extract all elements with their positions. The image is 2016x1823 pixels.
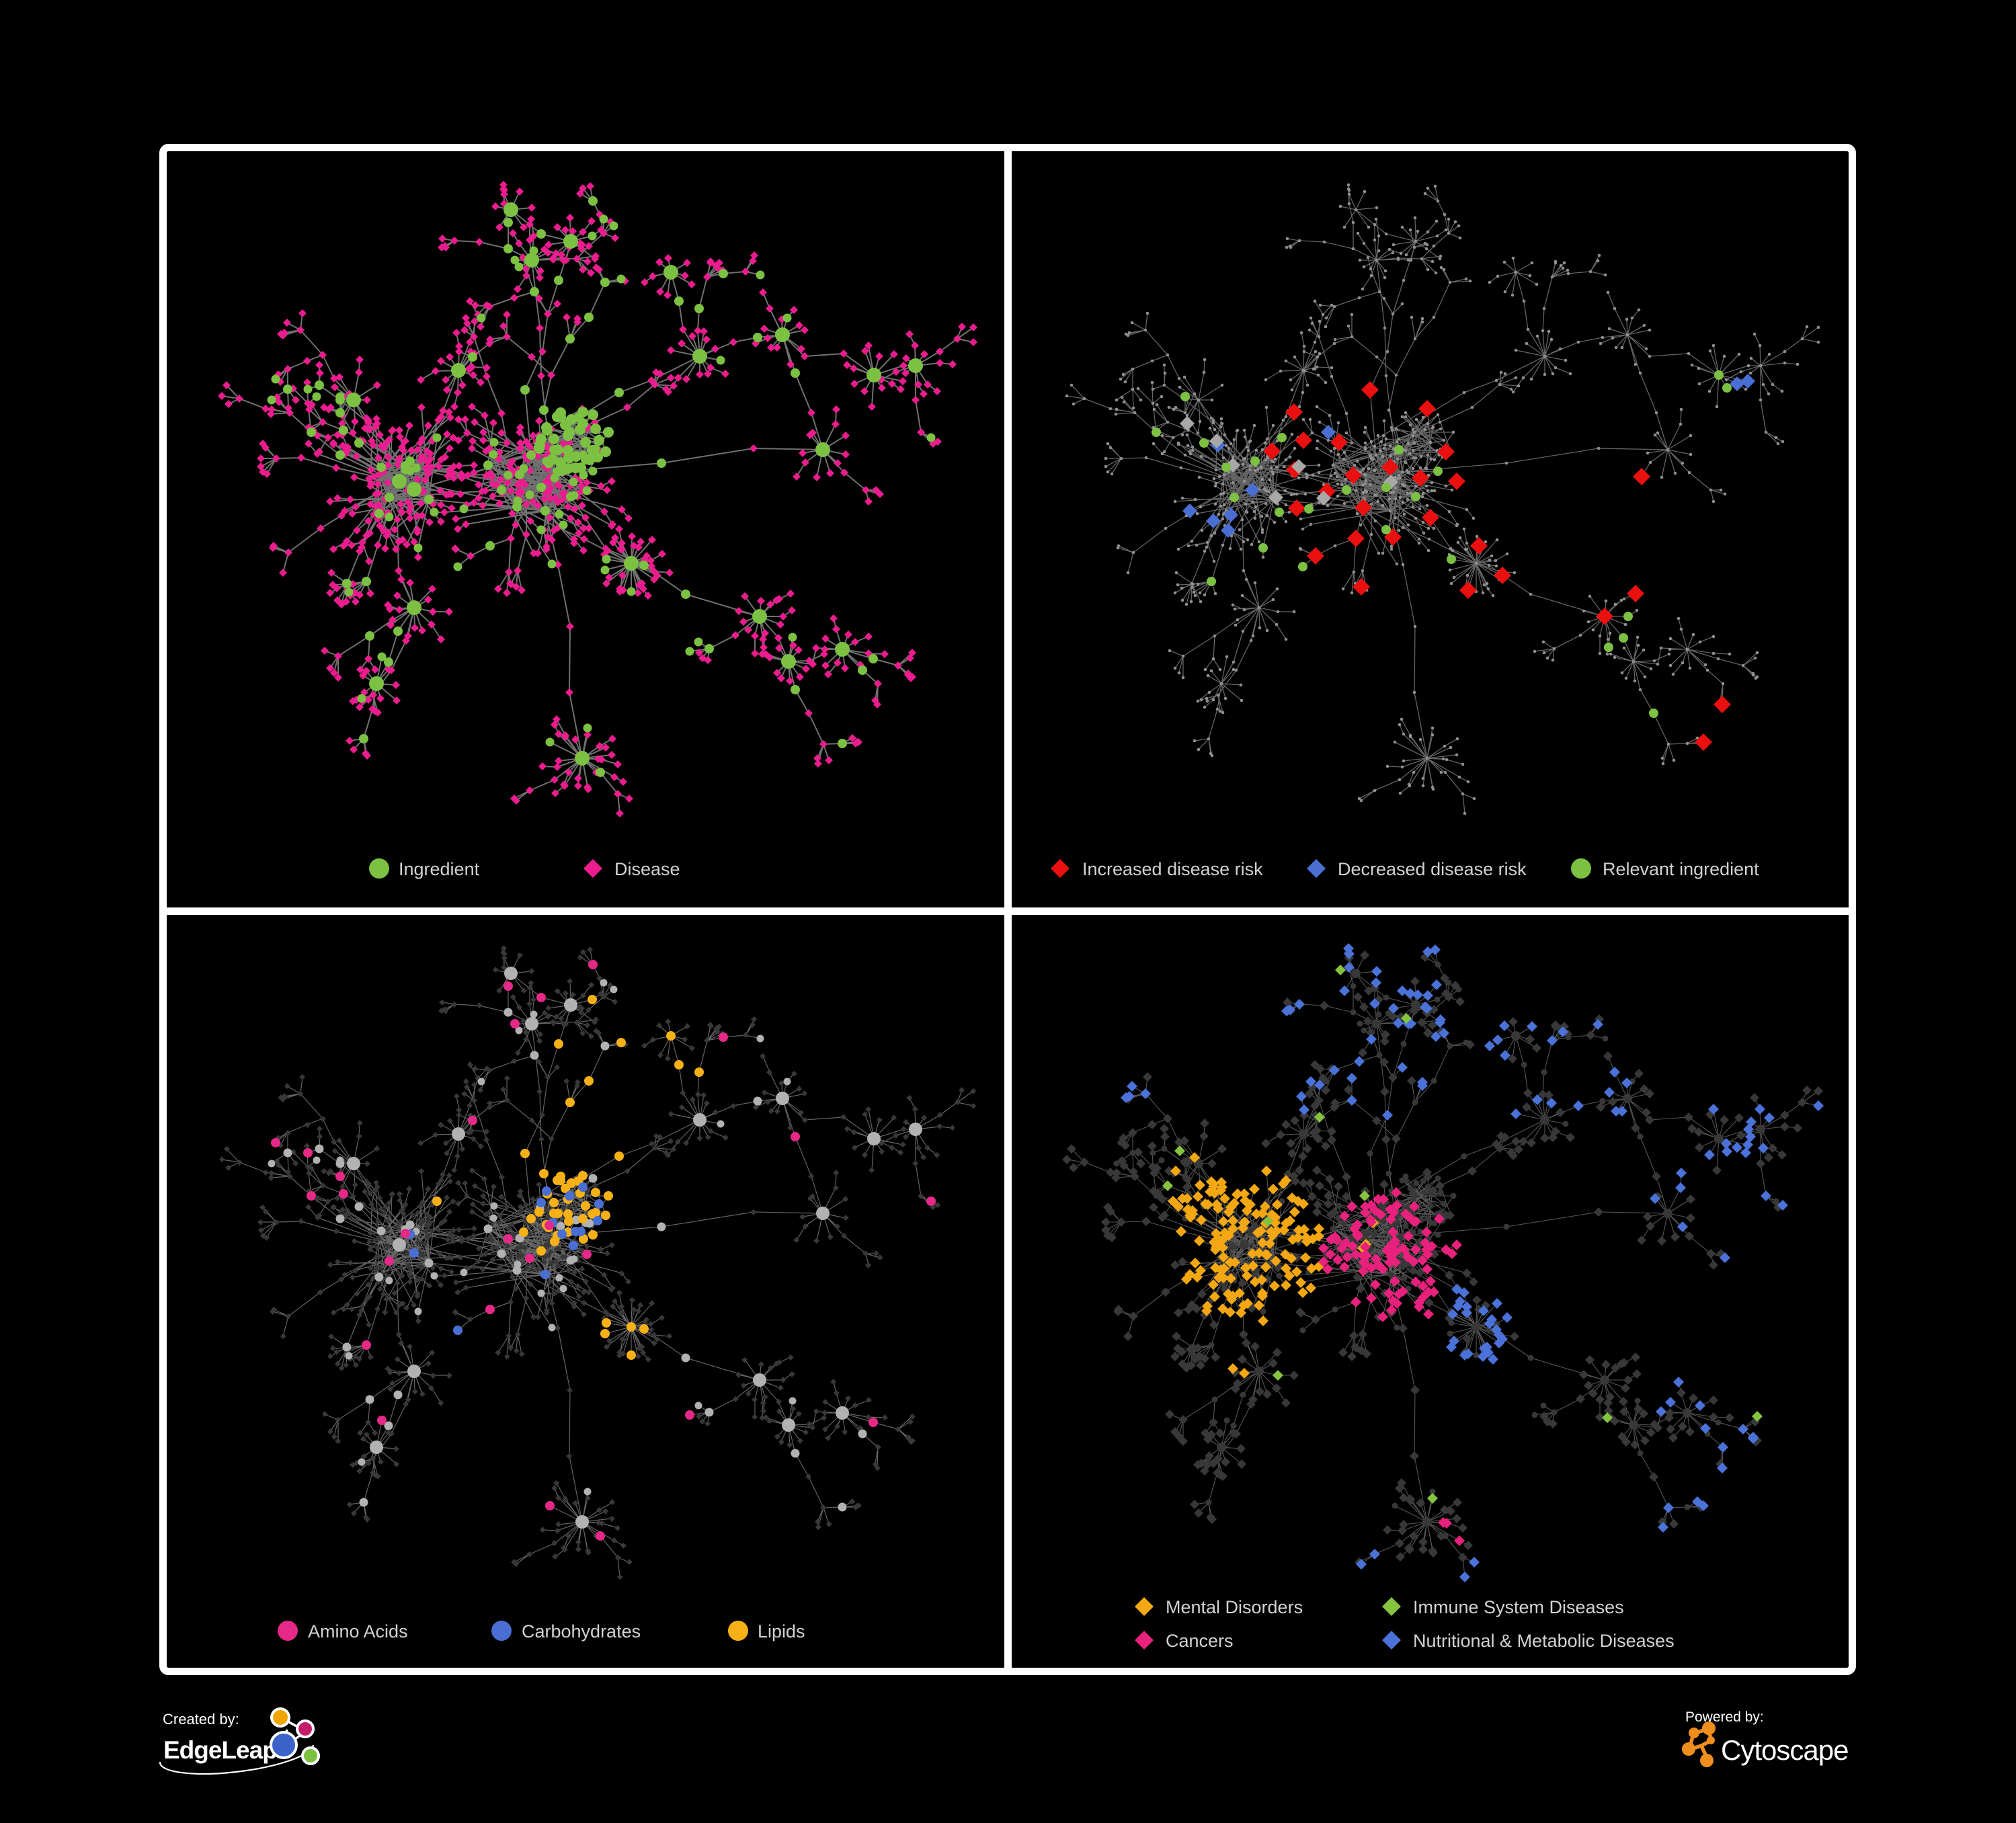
svg-text:Powered by:: Powered by: <box>1685 1709 1764 1725</box>
svg-text:Ingredient: Ingredient <box>399 859 480 879</box>
svg-text:Created by:: Created by: <box>163 1711 239 1728</box>
svg-text:Cytoscape: Cytoscape <box>1721 1734 1848 1766</box>
svg-text:Disease: Disease <box>614 859 680 879</box>
svg-text:Decreased disease risk: Decreased disease risk <box>1338 859 1527 879</box>
svg-text:Relevant ingredient: Relevant ingredient <box>1603 859 1759 879</box>
svg-text:Carbohydrates: Carbohydrates <box>522 1621 641 1642</box>
svg-text:Nutritional & Metabolic Diseas: Nutritional & Metabolic Diseases <box>1413 1631 1675 1651</box>
svg-text:Mental Disorders: Mental Disorders <box>1166 1597 1303 1617</box>
svg-text:Increased disease risk: Increased disease risk <box>1082 859 1263 879</box>
svg-text:Immune System Diseases: Immune System Diseases <box>1413 1597 1624 1617</box>
svg-text:Cancers: Cancers <box>1166 1631 1234 1651</box>
svg-text:Lipids: Lipids <box>758 1621 805 1642</box>
svg-text:Amino Acids: Amino Acids <box>308 1621 408 1642</box>
svg-text:EdgeLeap: EdgeLeap <box>163 1736 277 1764</box>
